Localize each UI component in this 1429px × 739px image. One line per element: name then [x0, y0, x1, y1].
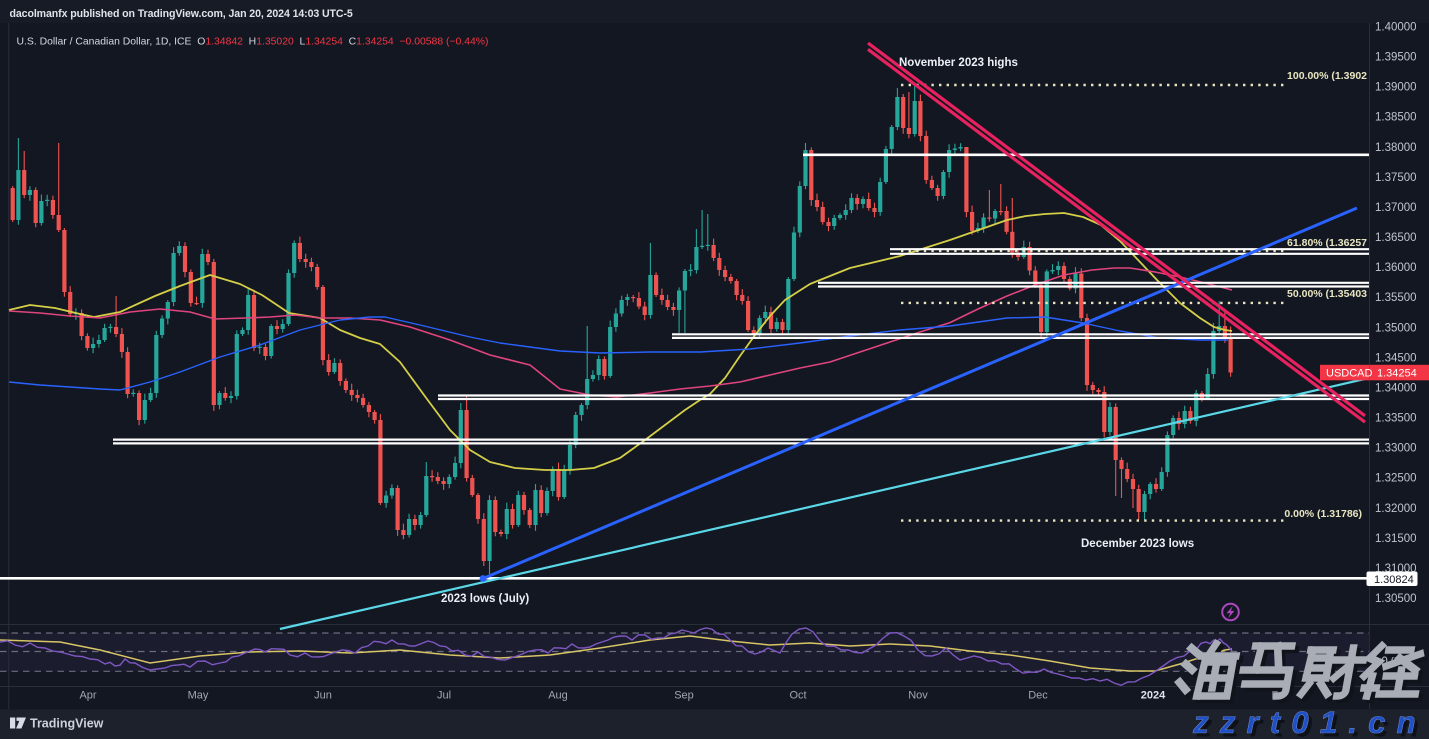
svg-text:1.33000: 1.33000	[1375, 443, 1417, 455]
svg-text:Aug: Aug	[548, 690, 568, 702]
svg-text:1.40000: 1.40000	[1375, 22, 1417, 34]
svg-text:2023 lows (July): 2023 lows (July)	[441, 593, 529, 605]
svg-text:1.35500: 1.35500	[1375, 292, 1417, 304]
svg-text:0.00% (1.31786): 0.00% (1.31786)	[1284, 508, 1362, 520]
svg-text:Sep: Sep	[674, 690, 694, 702]
svg-text:Apr: Apr	[79, 690, 96, 702]
svg-text:1.39000: 1.39000	[1375, 82, 1417, 94]
svg-text:Oct: Oct	[789, 690, 806, 702]
svg-text:November 2023 highs: November 2023 highs	[899, 57, 1018, 69]
svg-text:USDCAD: USDCAD	[1326, 368, 1373, 380]
svg-text:1.31500: 1.31500	[1375, 533, 1417, 545]
svg-text:1.34254: 1.34254	[1377, 368, 1417, 380]
svg-text:U.S. Dollar / Canadian Dollar,: U.S. Dollar / Canadian Dollar, 1D, ICE O…	[17, 37, 489, 48]
svg-text:Nov: Nov	[908, 690, 928, 702]
svg-text:Jun: Jun	[314, 690, 332, 702]
svg-text:1.34500: 1.34500	[1375, 352, 1417, 364]
svg-text:1.32000: 1.32000	[1375, 503, 1417, 515]
svg-text:1.36000: 1.36000	[1375, 262, 1417, 274]
svg-text:50.00% (1.35403: 50.00% (1.35403	[1287, 288, 1367, 300]
svg-text:100.00% (1.3902: 100.00% (1.3902	[1287, 70, 1367, 82]
svg-text:May: May	[188, 690, 209, 702]
svg-text:1.38500: 1.38500	[1375, 112, 1417, 124]
svg-text:1.38000: 1.38000	[1375, 142, 1417, 154]
svg-text:Jul: Jul	[437, 690, 451, 702]
svg-text:TradingView: TradingView	[30, 717, 104, 731]
svg-text:1.30824: 1.30824	[1374, 574, 1414, 586]
svg-text:61.80% (1.36257: 61.80% (1.36257	[1287, 237, 1367, 249]
svg-text:1.35000: 1.35000	[1375, 322, 1417, 334]
svg-text:1.34000: 1.34000	[1375, 383, 1417, 395]
svg-text:dacolmanfx published on Tradin: dacolmanfx published on TradingView.com,…	[10, 8, 353, 20]
svg-text:1.36500: 1.36500	[1375, 232, 1417, 244]
svg-text:zzrt01.cn: zzrt01.cn	[1192, 704, 1427, 739]
svg-text:1.33500: 1.33500	[1375, 413, 1417, 425]
svg-text:1.30500: 1.30500	[1375, 593, 1417, 605]
svg-text:2024: 2024	[1141, 690, 1166, 702]
svg-text:1.37500: 1.37500	[1375, 172, 1417, 184]
svg-text:1.37000: 1.37000	[1375, 202, 1417, 214]
svg-text:Dec: Dec	[1028, 690, 1048, 702]
svg-text:zzrt01.cn: zzrt01.cn	[1196, 708, 1429, 739]
svg-text:December 2023 lows: December 2023 lows	[1081, 538, 1194, 550]
svg-text:1.39500: 1.39500	[1375, 52, 1417, 64]
svg-text:1.32500: 1.32500	[1375, 473, 1417, 485]
